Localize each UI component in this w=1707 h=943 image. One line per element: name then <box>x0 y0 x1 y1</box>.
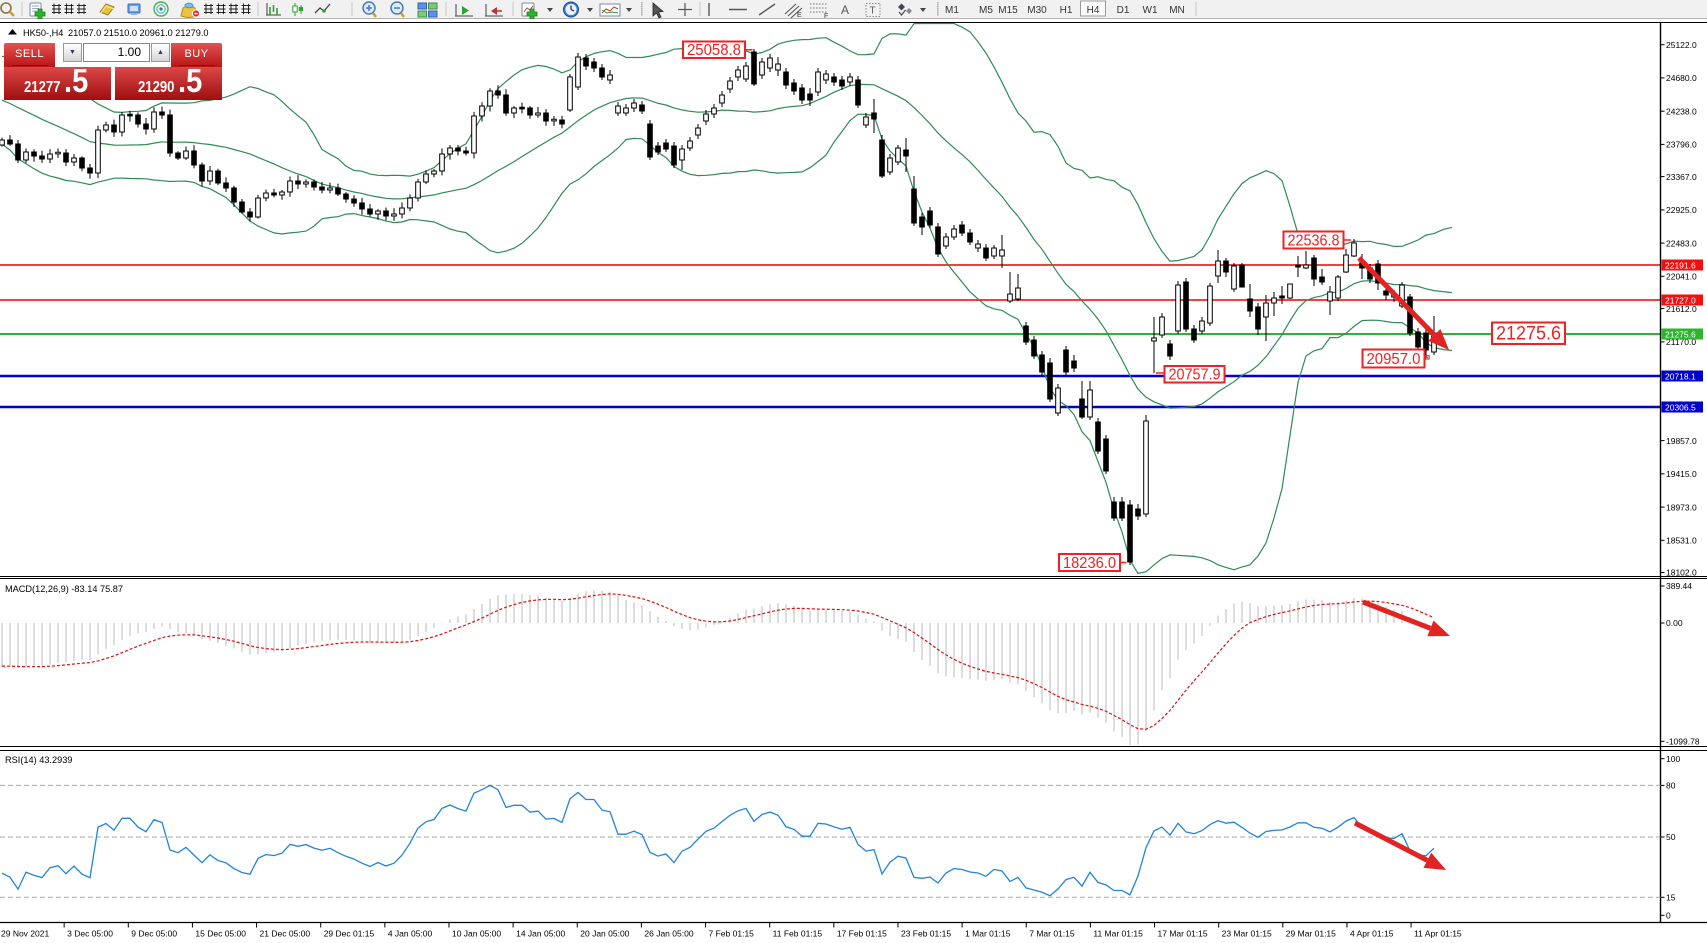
svg-text:25122.0: 25122.0 <box>1666 40 1697 50</box>
svg-text:0.00: 0.00 <box>1666 618 1683 628</box>
svg-text:21275.6: 21275.6 <box>1665 329 1696 339</box>
svg-text:3 Dec 05:00: 3 Dec 05:00 <box>67 929 113 939</box>
svg-text:15 Dec 05:00: 15 Dec 05:00 <box>195 929 246 939</box>
svg-text:9 Dec 05:00: 9 Dec 05:00 <box>131 929 177 939</box>
svg-text:H4: H4 <box>1087 5 1100 16</box>
svg-text:15: 15 <box>1666 893 1676 903</box>
svg-text:M5: M5 <box>979 5 993 16</box>
svg-text:W1: W1 <box>1143 5 1158 16</box>
svg-text:20757.9: 20757.9 <box>1169 367 1221 384</box>
svg-text:F: F <box>824 13 828 19</box>
svg-text:50: 50 <box>1666 832 1676 842</box>
svg-text:23 Feb 01:15: 23 Feb 01:15 <box>901 929 951 939</box>
svg-text:10 Jan 05:00: 10 Jan 05:00 <box>452 929 501 939</box>
svg-text:7 Feb 01:15: 7 Feb 01:15 <box>709 929 755 939</box>
svg-text:4 Jan 05:00: 4 Jan 05:00 <box>388 929 433 939</box>
svg-text:21 Dec 05:00: 21 Dec 05:00 <box>260 929 311 939</box>
svg-text:22925.0: 22925.0 <box>1666 205 1697 215</box>
svg-text:-1099.78: -1099.78 <box>1666 737 1700 747</box>
svg-text:M1: M1 <box>945 5 959 16</box>
svg-text:22536.8: 22536.8 <box>1288 232 1340 249</box>
svg-text:23 Mar 01:15: 23 Mar 01:15 <box>1222 929 1272 939</box>
svg-text:21275.6: 21275.6 <box>1496 324 1561 345</box>
svg-text:11 Mar 01:15: 11 Mar 01:15 <box>1093 929 1143 939</box>
svg-text:1 Mar 01:15: 1 Mar 01:15 <box>965 929 1011 939</box>
svg-text:22191.6: 22191.6 <box>1665 260 1696 270</box>
svg-text:25058.8: 25058.8 <box>687 42 741 59</box>
svg-text:M30: M30 <box>1027 5 1047 16</box>
svg-text:M15: M15 <box>998 5 1018 16</box>
svg-text:23367.0: 23367.0 <box>1666 172 1697 182</box>
svg-text:HK50-,H4: HK50-,H4 <box>23 28 63 38</box>
svg-text:100: 100 <box>1666 754 1680 764</box>
svg-text:19415.0: 19415.0 <box>1666 469 1697 479</box>
svg-text:11 Feb 01:15: 11 Feb 01:15 <box>773 929 823 939</box>
svg-text:17 Mar 01:15: 17 Mar 01:15 <box>1158 929 1208 939</box>
svg-text:A: A <box>841 3 849 17</box>
svg-text:4 Apr 01:15: 4 Apr 01:15 <box>1350 929 1394 939</box>
svg-text:RSI(14) 43.2939: RSI(14) 43.2939 <box>5 755 72 765</box>
svg-text:7 Mar 01:15: 7 Mar 01:15 <box>1029 929 1075 939</box>
svg-text:18531.0: 18531.0 <box>1666 536 1697 546</box>
svg-text:26 Jan 05:00: 26 Jan 05:00 <box>644 929 693 939</box>
svg-text:H1: H1 <box>1060 5 1073 16</box>
svg-text:21612.0: 21612.0 <box>1666 304 1697 314</box>
svg-text:29 Mar 01:15: 29 Mar 01:15 <box>1286 929 1336 939</box>
svg-text:24680.0: 24680.0 <box>1666 73 1697 83</box>
svg-text:MN: MN <box>1169 5 1185 16</box>
svg-text:80: 80 <box>1666 781 1676 791</box>
svg-text:389.44: 389.44 <box>1666 581 1692 591</box>
svg-text:19857.0: 19857.0 <box>1666 436 1697 446</box>
svg-text:20306.5: 20306.5 <box>1665 402 1696 412</box>
svg-text:29 Dec 01:15: 29 Dec 01:15 <box>324 929 375 939</box>
svg-text:18236.0: 18236.0 <box>1063 555 1116 572</box>
svg-text:18102.0: 18102.0 <box>1666 568 1697 578</box>
svg-text:29 Nov 2021: 29 Nov 2021 <box>1 929 49 939</box>
svg-text:20718.1: 20718.1 <box>1665 371 1696 381</box>
svg-text:17 Feb 01:15: 17 Feb 01:15 <box>837 929 887 939</box>
svg-text:20957.0: 20957.0 <box>1367 351 1421 368</box>
svg-text:18973.0: 18973.0 <box>1666 502 1697 512</box>
svg-text:11 Apr 01:15: 11 Apr 01:15 <box>1414 929 1462 939</box>
svg-text:24238.0: 24238.0 <box>1666 106 1697 116</box>
svg-text:T: T <box>870 6 876 17</box>
svg-text:21170.0: 21170.0 <box>1666 337 1696 347</box>
svg-text:21727.0: 21727.0 <box>1665 295 1696 305</box>
svg-text:23796.0: 23796.0 <box>1666 140 1697 150</box>
svg-text:21057.0 21510.0 20961.0 21279.: 21057.0 21510.0 20961.0 21279.0 <box>68 28 209 38</box>
svg-text:E: E <box>797 12 802 19</box>
svg-text:20 Jan 05:00: 20 Jan 05:00 <box>580 929 629 939</box>
svg-text:22483.0: 22483.0 <box>1666 238 1697 248</box>
svg-text:14 Jan 05:00: 14 Jan 05:00 <box>516 929 565 939</box>
svg-text:0: 0 <box>1666 911 1671 921</box>
svg-text:D1: D1 <box>1117 5 1130 16</box>
svg-text:MACD(12,26,9) -83.14 75.87: MACD(12,26,9) -83.14 75.87 <box>5 584 123 594</box>
svg-text:22041.0: 22041.0 <box>1666 272 1697 282</box>
